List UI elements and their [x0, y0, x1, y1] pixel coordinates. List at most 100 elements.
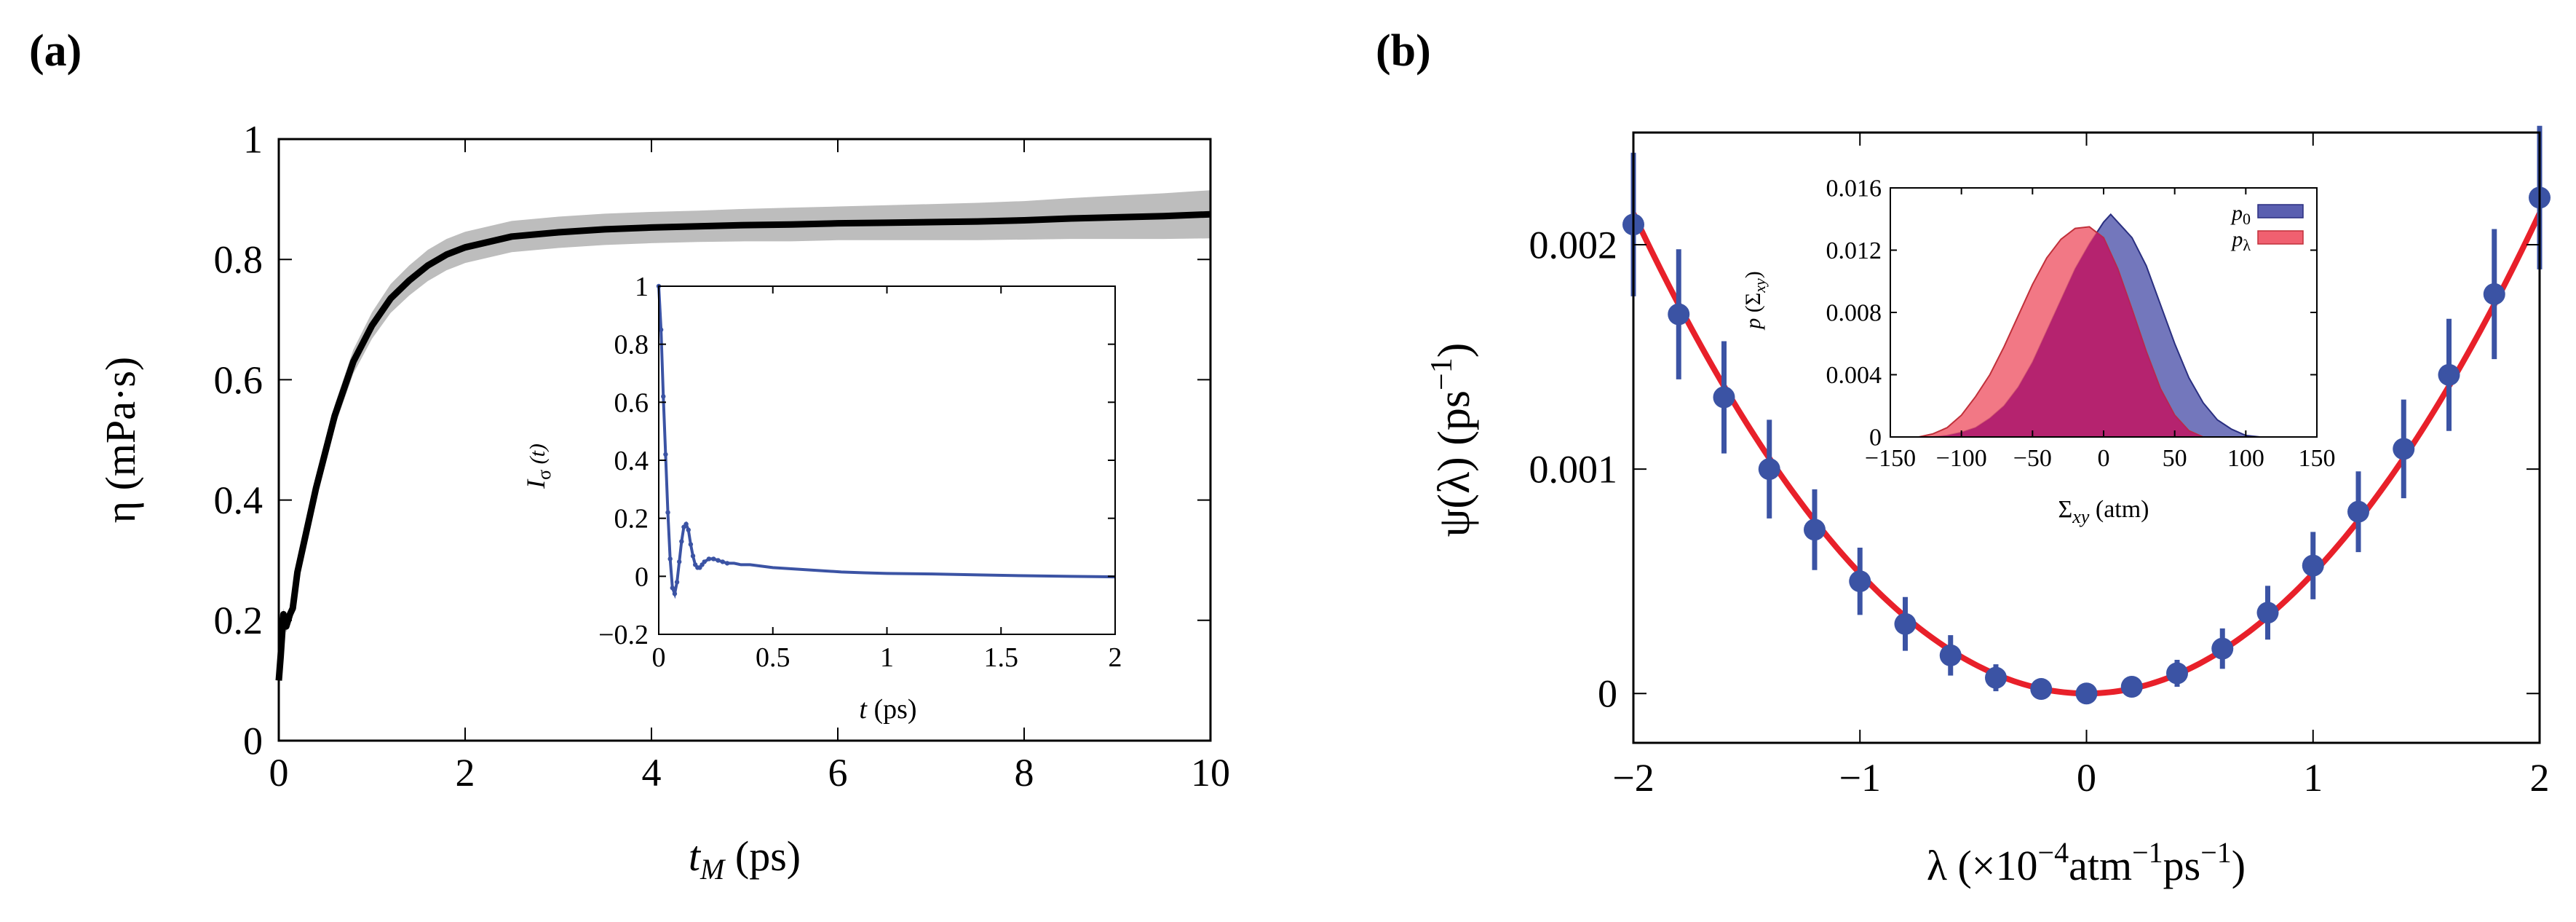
a-inset-autocorr-point [667, 556, 673, 562]
a-inset-autocorr-point [661, 394, 666, 399]
a-main-xtick-label: 8 [1015, 751, 1034, 795]
a-inset-ytick-label: 0.8 [614, 330, 649, 360]
legend-label-plambda: pλ [2230, 227, 2251, 254]
a-inset-ylabel-var: I [521, 478, 550, 489]
a-main-xlabel-var: t [689, 832, 702, 880]
legend-p0-sub: 0 [2243, 210, 2251, 228]
b-main-xlabel-close: ) [2232, 842, 2246, 889]
legend-plambda-sub: λ [2243, 236, 2251, 254]
a-inset-autocorr-point [706, 556, 712, 562]
a-inset-ytick-label: 0.6 [614, 387, 649, 418]
a-inset-ytick-label: 1 [635, 272, 649, 302]
b-main-data-point [2120, 675, 2143, 698]
b-main-ylabel-sup: −1 [1425, 358, 1459, 390]
b-main-xtick-label: −2 [1612, 756, 1654, 800]
b-inset-ytick-label: 0.016 [1826, 176, 1882, 202]
a-inset-ytick-label: 0.4 [614, 446, 649, 476]
a-inset-xtick-label: 1 [880, 642, 894, 673]
b-main-data-point [1849, 570, 1871, 593]
a-inset-autocorr-point [683, 521, 689, 527]
legend-plambda-var: p [2230, 227, 2243, 251]
b-inset-xtick-label: −150 [1865, 445, 1916, 472]
a-inset-autocorr-point [679, 539, 684, 544]
a-main-xlabel-unit: (ps) [724, 832, 801, 880]
b-main-data-point [1668, 303, 1690, 326]
b-main-data-point [2347, 500, 2369, 523]
a-inset-xtick-label: 2 [1109, 642, 1122, 673]
b-inset-xtick-label: 150 [2299, 445, 2336, 472]
b-main-data-point [2075, 682, 2098, 705]
b-inset-legend: p0 pλ [2230, 201, 2304, 254]
a-main-viscosity-line [275, 210, 1211, 681]
a-main-plot-layer [275, 190, 1211, 681]
b-main-ylabel: ψ(λ) (ps−1) [1425, 343, 1479, 537]
a-inset-xtick-label: 0.5 [756, 642, 790, 673]
b-inset-ylabel-sub: xy [1751, 278, 1769, 293]
a-main-ytick-label: 0.8 [214, 238, 263, 282]
b-main-data-point [1758, 458, 1780, 481]
b-inset-xlabel-sigma: Σ [2058, 496, 2072, 523]
a-inset-autocorr-point [674, 580, 680, 585]
b-main-data-point [1804, 519, 1826, 541]
b-inset-xtick-label: −100 [1936, 445, 1987, 472]
b-main-xlabel-ps: ps [2163, 842, 2201, 889]
legend-swatch-p0 [2257, 204, 2304, 218]
b-main-data-point [2483, 283, 2505, 305]
a-inset-autocorr-point [658, 327, 664, 332]
b-main-ytick-label: 0.002 [1529, 223, 1618, 267]
a-main-ytick-label: 1 [243, 117, 263, 161]
b-main-ytick-label: 0.001 [1529, 447, 1618, 491]
a-inset-autocorr-point [677, 559, 682, 564]
a-main-ytick-label: 0.4 [214, 478, 263, 522]
b-inset-ytick-label: 0.008 [1826, 300, 1882, 327]
b-main-xtick-label: 1 [2303, 756, 2323, 800]
b-inset-xlabel-unit: (atm) [2089, 496, 2149, 523]
b-main-xlabel-sup2: −1 [2132, 836, 2163, 869]
a-main-ytick-label: 0.2 [214, 599, 263, 642]
a-inset-xlabel-unit: (ps) [867, 694, 917, 725]
b-inset-plot-layer [1918, 213, 2260, 438]
b-main-xtick-label: 2 [2530, 756, 2550, 800]
a-main-xtick-label: 10 [1191, 751, 1230, 795]
a-inset-ylabel-sub: σ [534, 470, 555, 480]
a-inset-autocorr-point [720, 559, 725, 564]
b-main-data-point [1713, 386, 1735, 409]
b-main-data-point [2166, 662, 2188, 685]
a-main-xtick-label: 2 [456, 751, 475, 795]
legend-p0-var: p [2230, 201, 2243, 225]
a-inset-ytick-label: 0 [635, 562, 649, 592]
panel-b-label: (b) [1376, 26, 1431, 76]
chart-b-inset: −150 −100 −50 0 50 100 150 0 0.004 0.008 0.012 0.01… [1741, 176, 2336, 527]
b-main-data-point [1939, 644, 1962, 666]
a-main-xlabel: tM (ps) [689, 832, 801, 886]
b-inset-xtick-label: 0 [2098, 445, 2110, 472]
a-main-xtick-label: 4 [642, 751, 662, 795]
a-inset-autocorr-point [663, 452, 668, 457]
legend-swatch-plambda [2257, 230, 2304, 245]
a-inset-ylabel: Iσ (t) [521, 444, 555, 489]
a-main-ytick-label: 0.6 [214, 358, 263, 402]
a-inset-autocorr-point [716, 558, 721, 563]
a-inset-autocorr-point [724, 561, 730, 566]
b-main-data-point [1894, 612, 1917, 635]
a-inset-xtick-label: 0 [652, 642, 666, 673]
a-inset-ticks: 0 0.5 1 1.5 2−0.200.20.40.60.81 [598, 272, 1122, 673]
b-main-ylabel-text: ψ(λ) (ps [1430, 390, 1479, 537]
b-main-ticks: −2 −1 0 1 2 0 0.001 0.002 [1529, 133, 2550, 800]
b-inset-xtick-label: −50 [2013, 445, 2052, 472]
a-inset-xlabel-var: t [859, 694, 868, 725]
a-main-ytick-label: 0 [243, 719, 263, 763]
b-inset-ylabel: p (Σxy) [1741, 271, 1769, 330]
b-main-data-point [2393, 438, 2415, 460]
a-main-xtick-label: 6 [828, 751, 848, 795]
a-inset-xlabel: t (ps) [859, 694, 916, 725]
b-inset-ylabel-open: (Σ [1741, 293, 1765, 318]
b-main-xtick-label: −1 [1839, 756, 1881, 800]
a-inset-ytick-label: −0.2 [598, 620, 649, 650]
a-main-xlabel-sub: M [700, 853, 726, 886]
b-main-xtick-label: 0 [2077, 756, 2096, 800]
b-inset-xlabel: Σxy (atm) [2058, 496, 2149, 527]
a-inset-background [659, 286, 1115, 634]
a-main-frame [277, 138, 1212, 742]
